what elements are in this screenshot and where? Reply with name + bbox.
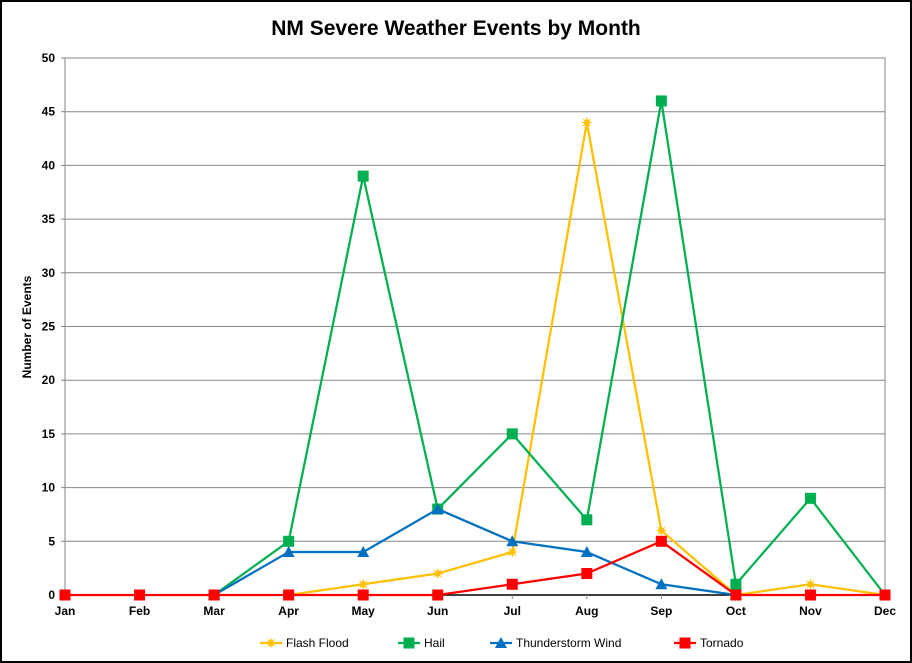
- data-point-tornado: [283, 589, 295, 601]
- legend-marker: [403, 637, 415, 649]
- data-point-thunderstorm-wind: [431, 503, 444, 515]
- x-tick-label: Jun: [427, 604, 448, 618]
- data-point-thunderstorm-wind: [580, 546, 593, 558]
- series-line-hail: [213, 99, 886, 596]
- data-point-hail: [730, 578, 742, 590]
- x-tick-label: Oct: [726, 604, 746, 618]
- legend-label: Thunderstorm Wind: [516, 636, 621, 650]
- y-tick-label: 25: [42, 320, 56, 334]
- data-point-tornado: [357, 589, 369, 601]
- legend-item-thunderstorm-wind: Thunderstorm Wind: [490, 636, 621, 650]
- data-point-thunderstorm-wind: [357, 546, 370, 558]
- y-tick-label: 50: [42, 51, 56, 65]
- x-tick-label: Aug: [575, 604, 598, 618]
- legend-marker: [679, 637, 691, 649]
- legend-label: Tornado: [700, 636, 744, 650]
- y-tick-label: 0: [48, 588, 55, 602]
- legend-marker: [265, 637, 277, 649]
- data-point-tornado: [432, 589, 444, 601]
- x-tick-label: Nov: [799, 604, 822, 618]
- data-point-hail: [283, 535, 295, 547]
- data-point-hail: [506, 428, 518, 440]
- data-point-tornado: [804, 589, 816, 601]
- legend-item-flash-flood: Flash Flood: [260, 636, 349, 650]
- data-point-flash-flood: [506, 546, 519, 559]
- x-tick-label: Jul: [504, 604, 521, 618]
- data-point-hail: [655, 95, 667, 107]
- legend-item-hail: Hail: [398, 636, 445, 650]
- x-tick-label: Dec: [874, 604, 896, 618]
- legend-item-tornado: Tornado: [674, 636, 744, 650]
- data-point-flash-flood: [655, 524, 668, 537]
- series-line-thunderstorm-wind: [213, 507, 737, 597]
- series-hail: [208, 95, 891, 601]
- x-tick-label: Jan: [55, 604, 76, 618]
- chart-title: NM Severe Weather Events by Month: [271, 17, 641, 40]
- x-tick-label: May: [352, 604, 376, 618]
- series-lines: [59, 95, 891, 601]
- legend: Flash Flood Hail Thunderstorm Wind Tornado: [260, 636, 744, 650]
- axes: [61, 57, 886, 599]
- legend-label: Hail: [424, 636, 445, 650]
- y-axis-title: Number of Events: [20, 275, 34, 378]
- data-point-thunderstorm-wind: [506, 535, 519, 547]
- series-line-tornado: [65, 540, 885, 597]
- data-point-flash-flood: [804, 578, 817, 591]
- y-tick-label: 10: [42, 481, 56, 495]
- data-point-tornado: [730, 589, 742, 601]
- data-point-thunderstorm-wind: [655, 578, 668, 590]
- x-tick-label: Sep: [650, 604, 672, 618]
- y-tick-label: 20: [42, 373, 56, 387]
- data-point-tornado: [655, 535, 667, 547]
- series-tornado: [59, 535, 891, 601]
- y-tick-label: 5: [48, 534, 55, 548]
- y-tick-label: 15: [42, 427, 56, 441]
- data-point-flash-flood: [357, 578, 370, 591]
- legend-marker: [495, 637, 507, 648]
- gridlines: [65, 57, 885, 542]
- data-point-tornado: [208, 589, 220, 601]
- series-thunderstorm-wind: [208, 503, 742, 600]
- data-point-tornado: [134, 589, 146, 601]
- x-tick-label: Mar: [203, 604, 225, 618]
- y-tick-label: 35: [42, 212, 56, 226]
- x-tick-label: Apr: [278, 604, 299, 618]
- x-tick-labels: Jan Feb Mar Apr May Jun Jul Aug Sep Oct Nov Dec: [55, 604, 897, 618]
- y-tick-label: 40: [42, 158, 56, 172]
- data-point-tornado: [581, 568, 593, 580]
- data-point-thunderstorm-wind: [282, 546, 295, 558]
- data-point-tornado: [59, 589, 71, 601]
- x-tick-label: Feb: [129, 604, 150, 618]
- data-point-flash-flood: [580, 116, 593, 129]
- legend-label: Flash Flood: [286, 636, 349, 650]
- data-point-hail: [357, 170, 369, 182]
- data-point-hail: [804, 492, 816, 504]
- series-flash-flood: [282, 116, 891, 601]
- data-point-flash-flood: [431, 567, 444, 580]
- data-point-hail: [581, 514, 593, 526]
- y-tick-labels: 0 5 10 15 20 25 30 35 40 45 50: [42, 51, 56, 602]
- y-tick-label: 30: [42, 266, 56, 280]
- data-point-tornado: [506, 578, 518, 590]
- y-tick-label: 45: [42, 105, 56, 119]
- data-point-tornado: [879, 589, 891, 601]
